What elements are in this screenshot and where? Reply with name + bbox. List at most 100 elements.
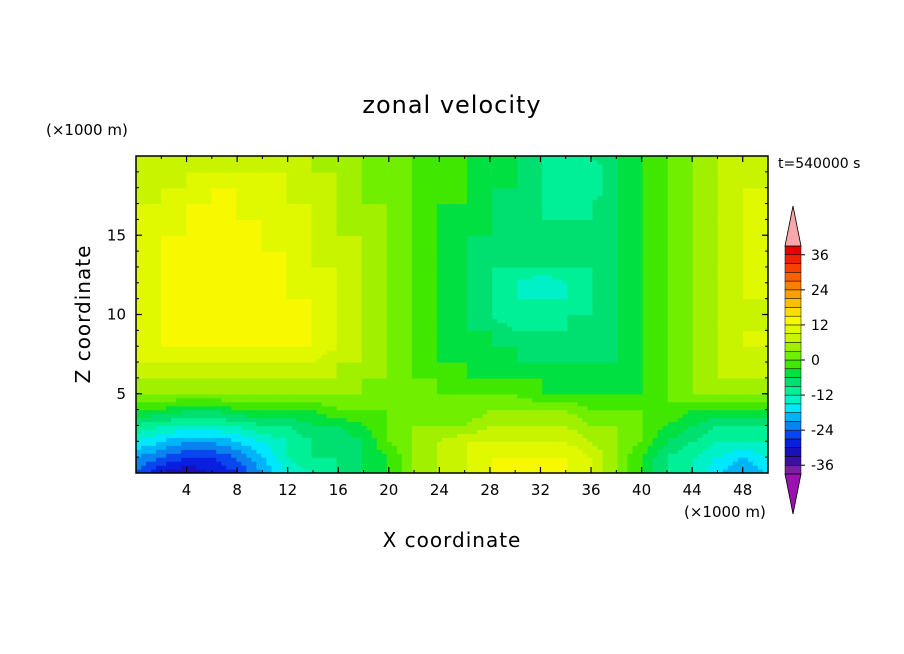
field-cell bbox=[446, 421, 453, 427]
field-cell bbox=[697, 338, 704, 343]
field-cell bbox=[136, 457, 142, 462]
field-cell bbox=[592, 330, 599, 335]
field-cell bbox=[672, 373, 679, 379]
field-cell bbox=[627, 330, 634, 335]
field-cell bbox=[341, 346, 348, 351]
field-cell bbox=[406, 417, 413, 423]
field-cell bbox=[311, 318, 318, 324]
field-cell bbox=[216, 377, 222, 383]
field-cell bbox=[487, 350, 493, 355]
field-cell bbox=[607, 401, 614, 407]
field-cell bbox=[762, 433, 768, 438]
field-cell bbox=[547, 322, 553, 327]
field-cell bbox=[306, 465, 313, 470]
field-cell bbox=[311, 465, 318, 470]
field-cell bbox=[341, 314, 348, 320]
field-cell bbox=[657, 350, 664, 355]
field-cell bbox=[391, 441, 398, 446]
field-cell bbox=[431, 389, 438, 395]
field-cell bbox=[321, 369, 328, 375]
field-cell bbox=[677, 330, 684, 335]
field-cell bbox=[171, 397, 177, 403]
field-cell bbox=[582, 421, 589, 427]
field-cell bbox=[597, 449, 604, 454]
field-cell bbox=[346, 318, 353, 324]
field-cell bbox=[702, 334, 709, 339]
field-cell bbox=[186, 437, 192, 442]
field-cell bbox=[692, 417, 699, 423]
field-cell bbox=[446, 373, 453, 379]
field-cell bbox=[612, 437, 619, 442]
field-cell bbox=[692, 338, 699, 343]
field-cell bbox=[176, 334, 182, 339]
field-cell bbox=[321, 385, 328, 391]
field-cell bbox=[236, 354, 242, 359]
field-cell bbox=[457, 397, 463, 403]
field-cell bbox=[522, 373, 528, 379]
field-cell bbox=[492, 350, 498, 355]
field-cell bbox=[522, 326, 528, 331]
field-cell bbox=[346, 437, 353, 442]
field-cell bbox=[592, 409, 599, 415]
field-cell bbox=[707, 441, 714, 446]
field-cell bbox=[321, 465, 328, 470]
field-cell bbox=[136, 453, 142, 458]
field-cell bbox=[502, 342, 508, 347]
field-cell bbox=[286, 369, 293, 375]
field-cell bbox=[642, 397, 649, 403]
field-cell bbox=[707, 469, 714, 473]
field-cell bbox=[271, 385, 278, 391]
field-cell bbox=[136, 346, 142, 351]
field-cell bbox=[326, 362, 333, 367]
field-cell bbox=[617, 425, 624, 431]
field-cell bbox=[241, 346, 247, 351]
field-cell bbox=[637, 385, 644, 391]
field-cell bbox=[537, 433, 543, 438]
field-cell bbox=[512, 465, 518, 470]
field-cell bbox=[186, 397, 192, 403]
field-cell bbox=[431, 369, 438, 375]
field-cell bbox=[271, 445, 278, 450]
field-cell bbox=[567, 385, 573, 391]
field-cell bbox=[341, 338, 348, 343]
field-cell bbox=[582, 350, 589, 355]
field-cell bbox=[396, 433, 403, 438]
field-cell bbox=[366, 393, 373, 399]
field-cell bbox=[366, 465, 373, 470]
field-cell bbox=[622, 421, 629, 427]
field-cell bbox=[256, 334, 262, 339]
field-cell bbox=[396, 373, 403, 379]
field-cell bbox=[457, 401, 463, 407]
field-cell bbox=[522, 385, 528, 391]
field-cell bbox=[712, 385, 719, 391]
field-cell bbox=[552, 373, 558, 379]
field-cell bbox=[351, 350, 358, 355]
field-cell bbox=[376, 421, 383, 427]
field-cell bbox=[737, 397, 744, 403]
field-cell bbox=[507, 393, 513, 399]
field-cell bbox=[301, 381, 308, 387]
field-cell bbox=[391, 330, 398, 335]
field-cell bbox=[752, 465, 759, 470]
field-cell bbox=[151, 377, 157, 383]
field-cell bbox=[492, 358, 498, 363]
field-cell bbox=[617, 366, 624, 371]
field-cell bbox=[291, 461, 298, 466]
field-cell bbox=[141, 397, 147, 403]
field-cell bbox=[216, 453, 222, 458]
field-cell bbox=[582, 469, 589, 473]
field-cell bbox=[161, 421, 167, 427]
field-cell bbox=[527, 433, 533, 438]
field-cell bbox=[667, 358, 674, 363]
field-cell bbox=[647, 318, 654, 324]
field-cell bbox=[251, 385, 257, 391]
field-cell bbox=[552, 421, 558, 427]
field-cell bbox=[477, 393, 483, 399]
field-cell bbox=[472, 457, 478, 462]
field-cell bbox=[386, 322, 393, 327]
field-cell bbox=[141, 358, 147, 363]
field-cell bbox=[266, 314, 273, 320]
field-cell bbox=[542, 441, 548, 446]
field-cell bbox=[236, 457, 242, 462]
